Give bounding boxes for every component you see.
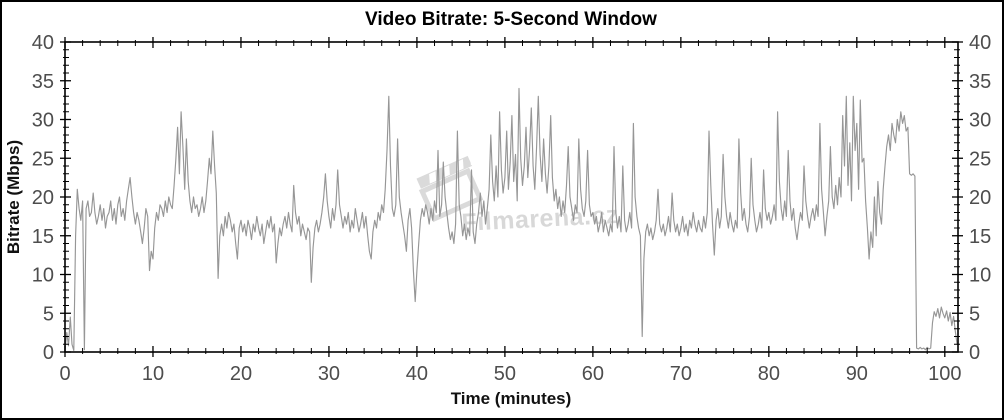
y-tick-label-left: 0 (43, 342, 54, 364)
y-tick-label-left: 40 (32, 32, 54, 54)
y-tick-label-right: 20 (969, 187, 991, 209)
y-tick-label-left: 5 (43, 303, 54, 325)
y-tick-label-right: 40 (969, 32, 991, 54)
y-tick-label-right: 30 (969, 110, 991, 132)
y-tick-label-right: 5 (969, 303, 980, 325)
y-tick-label-right: 10 (969, 265, 991, 287)
y-tick-label-left: 25 (32, 148, 54, 170)
x-tick-label: 30 (318, 363, 340, 385)
y-tick-label-right: 25 (969, 148, 991, 170)
x-tick-label: 80 (758, 363, 780, 385)
x-tick-label: 20 (230, 363, 252, 385)
y-tick-label-right: 0 (969, 342, 980, 364)
x-tick-label: 70 (670, 363, 692, 385)
y-tick-label-right: 35 (969, 71, 991, 93)
y-tick-label-left: 10 (32, 265, 54, 287)
bitrate-series-line (64, 87, 958, 351)
plot-frame (64, 41, 959, 353)
x-tick-label: 50 (494, 363, 516, 385)
x-tick-label: 40 (406, 363, 428, 385)
x-tick-label: 60 (582, 363, 604, 385)
chart-title: Video Bitrate: 5-Second Window (365, 9, 657, 30)
x-tick-label: 100 (928, 363, 961, 385)
y-tick-label-left: 35 (32, 71, 54, 93)
y-tick-label-left: 30 (32, 110, 54, 132)
y-axis-label: Bitrate (Mbps) (4, 140, 23, 254)
y-tick-label-right: 15 (969, 226, 991, 248)
x-tick-label: 0 (59, 363, 70, 385)
x-tick-label: 10 (142, 363, 164, 385)
axis-ticks (60, 37, 963, 357)
x-axis-label: Time (minutes) (451, 389, 572, 408)
x-tick-label: 90 (846, 363, 868, 385)
y-tick-label-left: 20 (32, 187, 54, 209)
y-tick-label-left: 15 (32, 226, 54, 248)
